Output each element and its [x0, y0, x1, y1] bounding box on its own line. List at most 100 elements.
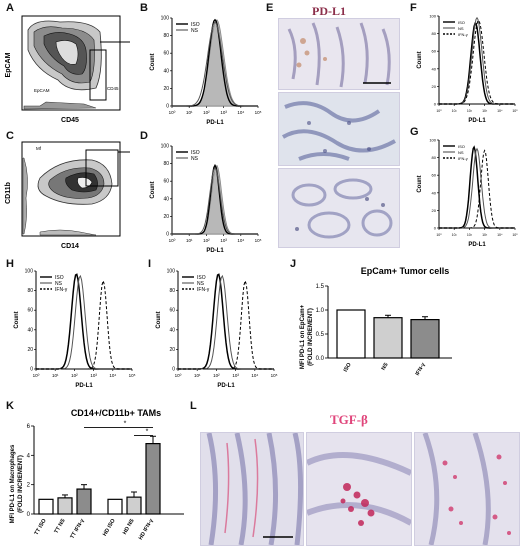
panel-a-gate-label: EpCAM — [34, 88, 50, 93]
hist-y-tick-label: 40 — [163, 68, 169, 74]
hist-y-tick-label: 0 — [30, 367, 33, 373]
legend-label: IFN-γ — [458, 156, 468, 161]
hist-x-tick-label: 10¹ — [452, 109, 458, 113]
category-label: HD NS — [122, 518, 136, 536]
hist-y-tick-label: 100 — [161, 144, 170, 150]
ns-filled-curve — [172, 19, 258, 107]
hist-y-tick-label: 40 — [432, 190, 437, 195]
hist-y-tick-label: 60 — [432, 173, 437, 178]
hist-x-tick-label: 10⁴ — [497, 233, 503, 237]
hist-x-tick-label: 10⁰ — [436, 233, 442, 237]
ns-curve — [178, 274, 274, 370]
panel-c-ylabel: CD11b — [5, 182, 12, 204]
hist-x-tick-label: 10³ — [220, 110, 227, 115]
hist-x-label: PD-L1 — [468, 118, 486, 124]
bar — [145, 442, 161, 515]
hist-y-label: Count — [156, 311, 162, 328]
hist-y-label: Count — [150, 53, 156, 70]
panel-letter-k: K — [6, 400, 14, 412]
panel-i-histogram: 0 20 40 60 80 100 10⁰ 10¹ 10² 10³ 10⁴ 10⁵ Count PD-L1… — [156, 269, 278, 390]
hist-y-tick-label: 60 — [27, 308, 33, 314]
hist-y-tick-label: 60 — [163, 51, 169, 57]
hist-y-tick-label: 40 — [169, 327, 175, 333]
panel-k-title: CD14+/CD11b+ TAMs — [71, 408, 161, 418]
hist-x-tick-label: 10² — [467, 109, 473, 113]
hist-x-tick-label: 10¹ — [452, 233, 458, 237]
panel-k-chart: CD14+/CD11b+ TAMs MFI PD-L1 on Macrophag… — [10, 408, 184, 541]
panel-a-density — [23, 20, 107, 110]
ns-curve — [172, 21, 258, 107]
hist-y-label: Count — [150, 181, 156, 198]
panel-letter-l: L — [190, 400, 197, 412]
panel-d-histogram: 0 20 40 60 80 100 10⁰ 10¹ 10² 10³ 10⁴ 10⁵ Count PD-L1… — [150, 144, 262, 255]
bar — [76, 488, 92, 515]
hist-x-label: PD-L1 — [217, 383, 235, 389]
hist-x-tick-label: 10¹ — [194, 373, 201, 378]
hist-y-tick-label: 20 — [432, 208, 437, 213]
panel-l-image-1 — [200, 432, 304, 546]
bar — [57, 497, 73, 515]
panel-l-image-2 — [306, 432, 412, 546]
y-tick-label: 1.0 — [316, 308, 325, 314]
panel-letter-g: G — [410, 126, 419, 138]
hist-y-tick-label: 100 — [161, 16, 170, 22]
hist-x-tick-label: 10⁴ — [497, 109, 503, 113]
iso-curve — [439, 22, 515, 105]
panel-j-chart: EpCam+ Tumor cells MFI PD-L1 on EpCam+ (… — [300, 266, 452, 377]
panel-l-image-3 — [414, 432, 520, 546]
bar — [38, 498, 54, 515]
category-label: NS — [381, 362, 390, 372]
hist-x-label: PD-L1 — [75, 383, 93, 389]
hist-y-tick-label: 40 — [163, 196, 169, 202]
hist-x-tick-label: 10⁰ — [175, 373, 182, 378]
category-label: TT IFN-γ — [70, 517, 87, 540]
hist-x-tick-label: 10³ — [482, 109, 488, 113]
ifn-curve — [439, 149, 515, 229]
panel-c-frame — [21, 141, 121, 237]
legend-label: IFN-γ — [55, 287, 68, 293]
panel-c-density — [22, 149, 119, 236]
hist-x-label: PD-L1 — [206, 248, 224, 254]
bar — [107, 498, 123, 515]
y-tick-label: 6 — [27, 424, 31, 430]
hist-y-tick-label: 40 — [27, 327, 33, 333]
panel-j-ylabel-1: MFI PD-L1 on EpCam+ — [300, 304, 306, 369]
panel-k-ylabel-1: MFI PD-L1 on Macrophages — [10, 444, 16, 523]
legend-label: NS — [197, 281, 205, 287]
hist-x-tick-label: 10⁵ — [271, 373, 278, 378]
ns-curve — [172, 167, 258, 235]
hist-y-tick-label: 100 — [429, 14, 436, 19]
panel-a-xlabel: CD45 — [61, 117, 79, 124]
ns-curve — [36, 274, 132, 370]
hist-x-label: PD-L1 — [468, 242, 486, 248]
legend-label: ISO — [197, 275, 206, 281]
hist-y-tick-label: 80 — [27, 288, 33, 294]
hist-y-tick-label: 80 — [432, 155, 437, 160]
y-tick-label: 1.5 — [316, 284, 325, 290]
panel-a-gate2-label: CD45 — [107, 86, 119, 91]
hist-y-label: Count — [417, 51, 423, 68]
hist-x-tick-label: 10² — [71, 373, 78, 378]
hist-y-tick-label: 100 — [429, 138, 436, 143]
panel-e-title: PD-L1 — [312, 4, 346, 18]
panel-letter-e: E — [266, 2, 274, 14]
category-label: TT NS — [54, 518, 67, 535]
panel-l-title: TGF-β — [330, 412, 368, 427]
hist-x-tick-label: 10⁵ — [255, 238, 262, 243]
legend-label: ISO — [458, 144, 465, 149]
y-tick-label: 0 — [27, 512, 31, 518]
hist-y-tick-label: 0 — [166, 104, 169, 110]
y-tick-label: 0.0 — [316, 356, 325, 362]
legend-label: ISO — [458, 20, 465, 25]
hist-y-tick-label: 80 — [432, 31, 437, 36]
hist-x-tick-label: 10⁴ — [109, 373, 116, 378]
panel-letter-i: I — [148, 258, 152, 270]
hist-x-tick-label: 10³ — [232, 373, 239, 378]
hist-y-tick-label: 0 — [166, 232, 169, 238]
panel-e-image-1 — [278, 18, 400, 90]
hist-y-tick-label: 40 — [432, 66, 437, 71]
hist-y-tick-label: 80 — [163, 33, 169, 39]
legend-label: NS — [458, 26, 464, 31]
panel-a-ylabel: EpCAM — [5, 52, 12, 77]
panel-a-frame — [21, 15, 121, 111]
